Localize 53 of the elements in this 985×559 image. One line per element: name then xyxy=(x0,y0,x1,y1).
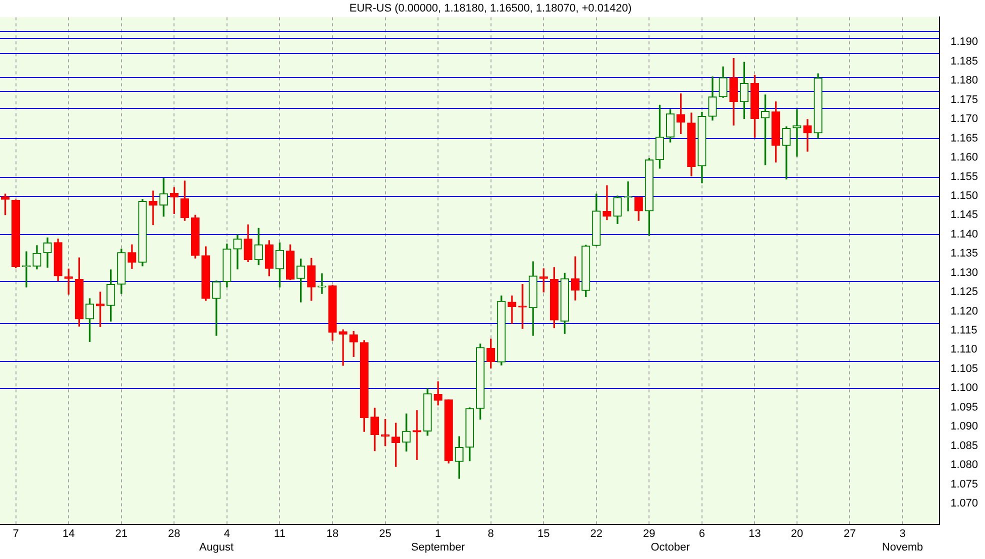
y-tick-label: 1.170 xyxy=(950,113,978,126)
x-tick-label: 13 xyxy=(748,528,761,540)
x-tick-label: 6 xyxy=(698,528,706,540)
x-tick-label: 7 xyxy=(12,528,19,540)
x-tick-label: 18 xyxy=(326,528,339,540)
y-tick-label: 1.075 xyxy=(950,478,978,490)
y-tick-label: 1.125 xyxy=(950,286,978,298)
x-tick-label: October xyxy=(650,541,690,554)
x-tick-label: 4 xyxy=(224,528,230,540)
y-tick-label: 1.070 xyxy=(950,497,978,510)
y-tick-label: 1.115 xyxy=(950,324,978,337)
x-tick-label: 20 xyxy=(790,528,804,540)
y-tick-label: 1.150 xyxy=(950,190,978,202)
candlestick xyxy=(624,181,632,212)
y-tick-label: 1.095 xyxy=(950,401,978,414)
y-tick-label: 1.155 xyxy=(950,170,978,183)
y-tick-label: 1.120 xyxy=(950,305,978,318)
y-tick-label: 1.080 xyxy=(950,459,978,472)
candlestick xyxy=(518,284,527,329)
y-tick-label: 1.085 xyxy=(950,440,978,452)
x-tick-label: 21 xyxy=(115,528,128,540)
x-tick-label: 28 xyxy=(168,528,180,540)
x-tick-label: 14 xyxy=(62,528,75,540)
x-tick-label: 27 xyxy=(844,528,856,540)
x-tick-label: 29 xyxy=(643,528,656,540)
x-tick-label: 11 xyxy=(274,528,286,540)
y-tick-label: 1.105 xyxy=(950,362,978,375)
x-tick-label: 25 xyxy=(379,528,392,540)
y-tick-label: 1.185 xyxy=(950,55,978,68)
candlestick xyxy=(803,119,812,152)
y-tick-label: 1.180 xyxy=(950,74,978,87)
x-tick-label: 22 xyxy=(590,528,603,540)
x-tick-label: 15 xyxy=(538,528,550,540)
candlestick xyxy=(148,190,158,226)
y-tick-label: 1.145 xyxy=(950,209,978,222)
y-tick-label: 1.110 xyxy=(950,344,978,356)
x-tick-label: 3 Novemb xyxy=(882,528,924,554)
y-tick-label: 1.100 xyxy=(950,382,978,394)
chart-title: EUR-US (0.00000, 1.18180, 1.16500, 1.18070, +0.01420) xyxy=(349,2,632,15)
candlestick xyxy=(602,185,612,220)
y-tick-label: 1.135 xyxy=(950,248,978,260)
y-tick-label: 1.160 xyxy=(950,152,978,164)
x-tick-label: 8 xyxy=(488,528,494,540)
x-tick-label: August xyxy=(199,541,234,554)
y-tick-label: 1.175 xyxy=(950,94,978,106)
y-tick-label: 1.090 xyxy=(950,420,978,433)
y-tick-label: 1.140 xyxy=(950,228,978,240)
y-tick-label: 1.190 xyxy=(950,36,978,48)
y-tick-label: 1.130 xyxy=(950,266,978,279)
candlestick xyxy=(318,273,326,294)
x-tick-label: 1 September xyxy=(411,528,466,554)
candlestick xyxy=(508,296,516,324)
y-tick-label: 1.165 xyxy=(950,132,978,144)
